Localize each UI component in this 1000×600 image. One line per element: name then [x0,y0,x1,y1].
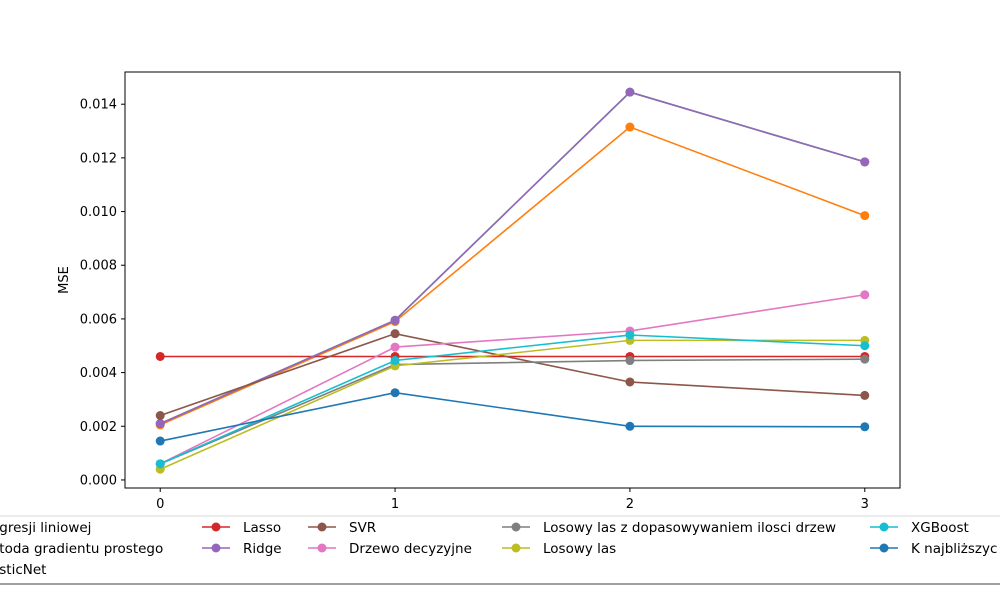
data-point [860,422,870,432]
legend-marker [511,522,521,532]
series-10 [155,388,870,446]
series-line [159,358,865,465]
y-tick-label: 0.006 [80,312,117,327]
data-point [390,315,400,325]
data-point [860,157,870,167]
legend-marker [511,543,521,553]
legend-item: etoda gradientu prostego [0,541,163,557]
data-point [155,351,165,361]
data-point [390,356,400,366]
y-tick-label: 0.014 [80,98,117,113]
x-tick-label: 1 [391,497,399,512]
y-tick-label: 0.008 [80,259,117,274]
series-5 [155,329,870,421]
legend-item: Losowy las [502,541,616,557]
legend-item: Drzewo decyzyjne [308,541,472,557]
series-1 [155,122,870,430]
data-point [155,436,165,446]
data-point [860,354,870,364]
legend-label: K najbliższyc [911,541,997,557]
data-point [155,459,165,469]
series-line [159,126,866,426]
y-tick-label: 0.010 [80,205,117,220]
data-point [155,411,165,421]
series-line [159,91,866,425]
data-point [860,290,870,300]
y-axis: 0.000 0.002 0.004 0.006 0.008 0.010 0.012 0.014 [80,98,125,488]
legend-item: SVR [308,520,376,536]
legend-label: Lasso [243,520,281,536]
legend-label: Losowy las [543,541,616,557]
y-tick-label: 0.002 [80,420,117,435]
legend-label: SVR [349,520,376,536]
x-tick-label: 3 [861,497,869,512]
legend-marker [317,543,327,553]
data-point [625,421,635,431]
legend-marker [879,543,889,553]
x-axis: 0 1 2 3 [156,488,869,512]
x-tick-label: 2 [626,497,634,512]
plot-lines [155,87,870,474]
series-4 [155,87,870,429]
series-line [159,332,865,417]
data-point [390,329,400,339]
legend-marker [211,522,221,532]
series-line [159,91,866,425]
series-2 [155,87,870,429]
plot-area-frame [124,71,901,489]
data-point [625,377,635,387]
legend-item: XGBoost [870,520,969,536]
legend-item: asticNet [0,562,46,578]
legend-marker [211,543,221,553]
y-tick-label: 0.012 [80,151,117,166]
data-point [860,390,870,400]
legend-marker [317,522,327,532]
legend-item: Lasso [202,520,281,536]
legend-label: Drzewo decyzyjne [349,541,472,557]
data-point [625,122,635,132]
y-tick-label: 0.004 [80,366,117,381]
legend-marker [879,522,889,532]
y-tick-label: 0.000 [80,473,117,488]
data-point [625,87,635,97]
data-point [625,330,635,340]
series-9 [155,330,870,469]
series-line [160,391,865,442]
legend: egresji liniowej etoda gradientu prostego… [0,515,1000,585]
legend-item: Ridge [202,541,282,557]
legend-item: Losowy las z dopasowywaniem ilosci drzew [502,520,836,536]
legend-label: Ridge [243,541,282,557]
legend-item: egresji liniowej [0,520,91,536]
legend-item: K najbliższyc [870,541,997,557]
legend-label: asticNet [0,562,46,578]
data-point [625,356,635,366]
data-point [155,419,165,429]
legend-label: Losowy las z dopasowywaniem ilosci drzew [543,520,836,536]
series-line [159,293,865,465]
y-axis-label: MSE [57,266,72,294]
legend-label: etoda gradientu prostego [0,541,163,557]
series-7 [155,354,870,469]
data-point [860,341,870,351]
data-point [390,388,400,398]
series-line [159,334,865,465]
x-tick-label: 0 [156,497,164,512]
data-point [390,342,400,352]
data-point [860,211,870,221]
legend-label: XGBoost [911,520,969,536]
legend-label: egresji liniowej [0,520,91,536]
